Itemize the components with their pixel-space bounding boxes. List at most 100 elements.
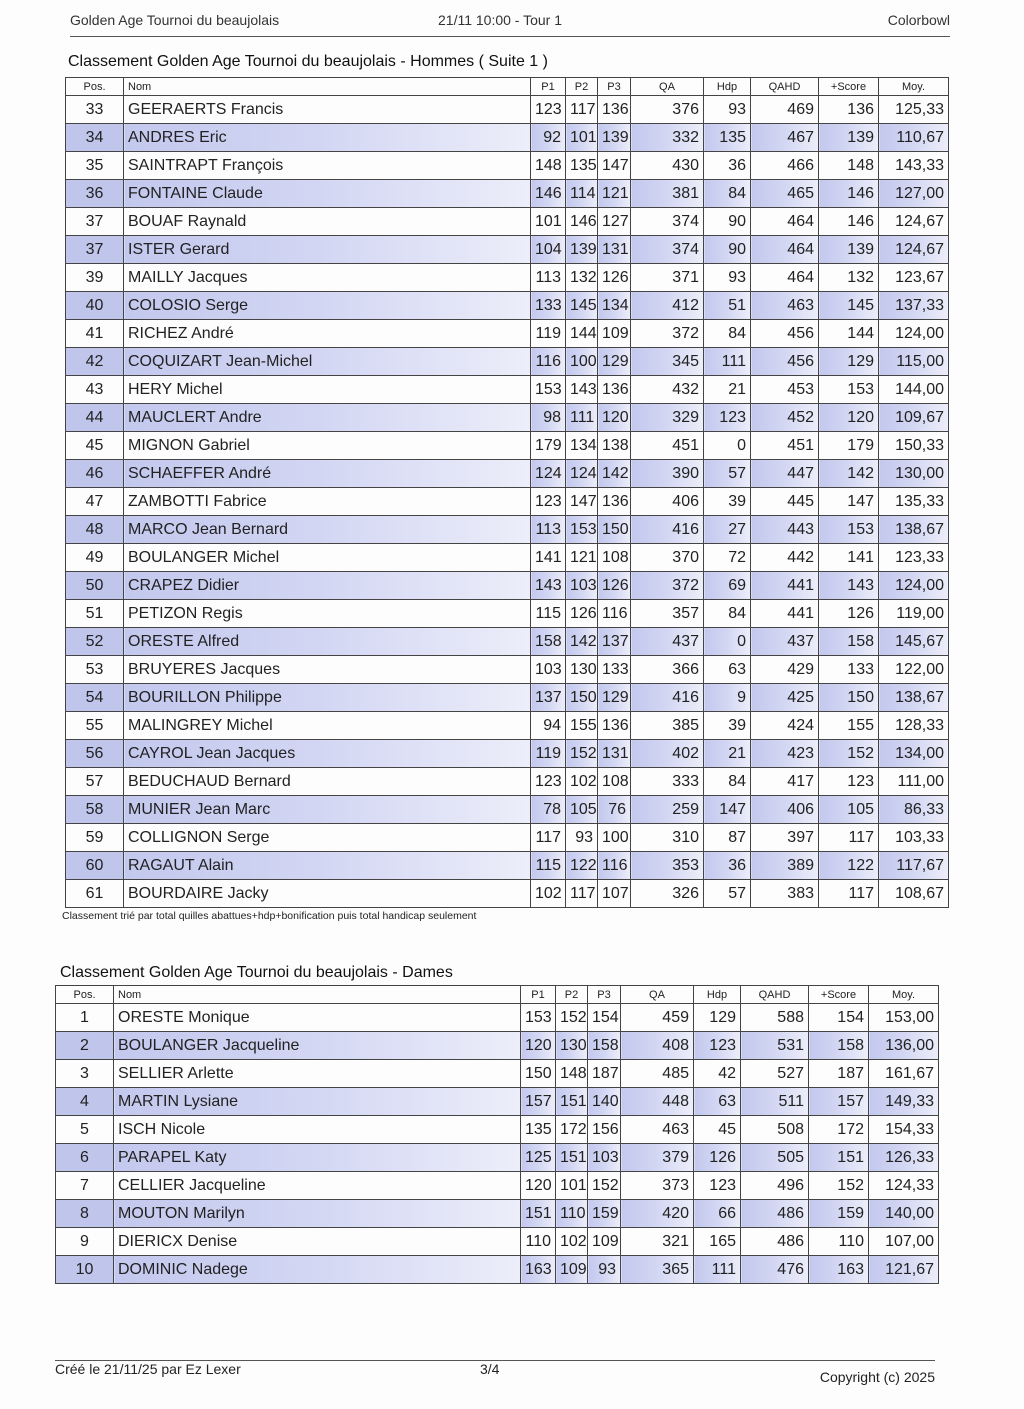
- cell-name: SAINTRAPT François: [123, 151, 531, 180]
- cell-qa: 310: [630, 823, 704, 852]
- cell-moy: 138,67: [878, 683, 949, 712]
- cell-pos: 56: [65, 739, 124, 768]
- cell-hdp: 87: [703, 823, 751, 852]
- column-header: Hdp: [703, 77, 751, 96]
- cell-qahd: 389: [750, 851, 819, 880]
- cell-score: 146: [818, 179, 879, 208]
- cell-hdp: 129: [693, 1003, 741, 1032]
- table-row: 35 SAINTRAPT François 148 135 147 430 36 466 148…: [65, 151, 949, 180]
- cell-score: 150: [818, 683, 879, 712]
- cell-hdp: 93: [703, 263, 751, 292]
- cell-p1: 163: [520, 1255, 556, 1284]
- cell-hdp: 63: [703, 655, 751, 684]
- cell-p3: 154: [587, 1003, 621, 1032]
- cell-p1: 137: [530, 683, 566, 712]
- cell-p3: 93: [587, 1255, 621, 1284]
- column-header: Pos.: [55, 985, 114, 1004]
- cell-moy: 123,67: [878, 263, 949, 292]
- cell-name: CAYROL Jean Jacques: [123, 739, 531, 768]
- cell-score: 153: [818, 375, 879, 404]
- cell-pos: 52: [65, 627, 124, 656]
- table-row: 54 BOURILLON Philippe 137 150 129 416 9 425 150 1…: [65, 683, 949, 712]
- table-row: 56 CAYROL Jean Jacques 119 152 131 402 21 423 15…: [65, 739, 949, 768]
- cell-qahd: 531: [740, 1031, 809, 1060]
- cell-moy: 117,67: [878, 851, 949, 880]
- cell-p2: 152: [565, 739, 598, 768]
- cell-name: MUNIER Jean Marc: [123, 795, 531, 824]
- cell-moy: 149,33: [868, 1087, 939, 1116]
- cell-p1: 120: [520, 1031, 556, 1060]
- cell-p1: 104: [530, 235, 566, 264]
- cell-pos: 36: [65, 179, 124, 208]
- cell-qahd: 441: [750, 599, 819, 628]
- cell-hdp: 84: [703, 599, 751, 628]
- cell-qahd: 469: [750, 95, 819, 124]
- cell-p1: 110: [520, 1227, 556, 1256]
- column-header: +Score: [808, 985, 869, 1004]
- cell-pos: 40: [65, 291, 124, 320]
- cell-hdp: 27: [703, 515, 751, 544]
- cell-qahd: 463: [750, 291, 819, 320]
- column-header: Pos.: [65, 77, 124, 96]
- cell-qa: 374: [630, 235, 704, 264]
- cell-score: 159: [808, 1199, 869, 1228]
- table-row: 49 BOULANGER Michel 141 121 108 370 72 442 141 12…: [65, 543, 949, 572]
- cell-name: BOUAF Raynald: [123, 207, 531, 236]
- cell-hdp: 165: [693, 1227, 741, 1256]
- cell-name: ANDRES Eric: [123, 123, 531, 152]
- cell-p1: 78: [530, 795, 566, 824]
- footer-page-number: 3/4: [480, 1361, 500, 1377]
- cell-p2: 147: [565, 487, 598, 516]
- table-row: 61 BOURDAIRE Jacky 102 117 107 326 57 383 117 108…: [65, 879, 949, 908]
- cell-qahd: 452: [750, 403, 819, 432]
- cell-moy: 122,00: [878, 655, 949, 684]
- hommes-title: Classement Golden Age Tournoi du beaujol…: [68, 53, 548, 70]
- cell-p1: 113: [530, 263, 566, 292]
- page-footer: Créé le 21/11/25 par Ez Lexer 3/4 Copyri…: [55, 1360, 935, 1385]
- cell-name: RAGAUT Alain: [123, 851, 531, 880]
- cell-qa: 416: [630, 683, 704, 712]
- cell-name: PARAPEL Katy: [113, 1143, 521, 1172]
- cell-p1: 103: [530, 655, 566, 684]
- cell-score: 158: [808, 1031, 869, 1060]
- table-row: 6 PARAPEL Katy 125 151 103 379 126 505 151 126,33: [55, 1143, 939, 1172]
- hommes-table: Pos. Nom P1 P2 P3 QA Hdp QAHD +Score Moy. 33 GEERAE…: [65, 77, 949, 908]
- cell-name: MAUCLERT Andre: [123, 403, 531, 432]
- cell-p3: 121: [597, 179, 631, 208]
- cell-qahd: 464: [750, 207, 819, 236]
- cell-score: 105: [818, 795, 879, 824]
- cell-name: BOURILLON Philippe: [123, 683, 531, 712]
- cell-p1: 153: [520, 1003, 556, 1032]
- cell-p3: 129: [597, 347, 631, 376]
- cell-qahd: 588: [740, 1003, 809, 1032]
- cell-name: ZAMBOTTI Fabrice: [123, 487, 531, 516]
- cell-moy: 107,00: [868, 1227, 939, 1256]
- column-header: Moy.: [878, 77, 949, 96]
- cell-hdp: 69: [703, 571, 751, 600]
- cell-moy: 121,67: [868, 1255, 939, 1284]
- cell-name: BEDUCHAUD Bernard: [123, 767, 531, 796]
- cell-moy: 140,00: [868, 1199, 939, 1228]
- cell-p3: 156: [587, 1115, 621, 1144]
- cell-name: PETIZON Regis: [123, 599, 531, 628]
- cell-p3: 133: [597, 655, 631, 684]
- cell-qa: 420: [620, 1199, 694, 1228]
- cell-p3: 129: [597, 683, 631, 712]
- cell-score: 147: [818, 487, 879, 516]
- cell-moy: 123,33: [878, 543, 949, 572]
- cell-pos: 1: [55, 1003, 114, 1032]
- cell-qahd: 406: [750, 795, 819, 824]
- cell-qahd: 511: [740, 1087, 809, 1116]
- cell-p3: 142: [597, 459, 631, 488]
- cell-name: BOULANGER Michel: [123, 543, 531, 572]
- cell-moy: 86,33: [878, 795, 949, 824]
- cell-hdp: 84: [703, 179, 751, 208]
- table-row: 33 GEERAERTS Francis 123 117 136 376 93 469 136 1…: [65, 95, 949, 124]
- cell-pos: 41: [65, 319, 124, 348]
- table-row: 9 DIERICX Denise 110 102 109 321 165 486 110 107,…: [55, 1227, 939, 1256]
- column-header: +Score: [818, 77, 879, 96]
- cell-p1: 117: [530, 823, 566, 852]
- cell-qa: 365: [620, 1255, 694, 1284]
- cell-moy: 125,33: [878, 95, 949, 124]
- cell-moy: 109,67: [878, 403, 949, 432]
